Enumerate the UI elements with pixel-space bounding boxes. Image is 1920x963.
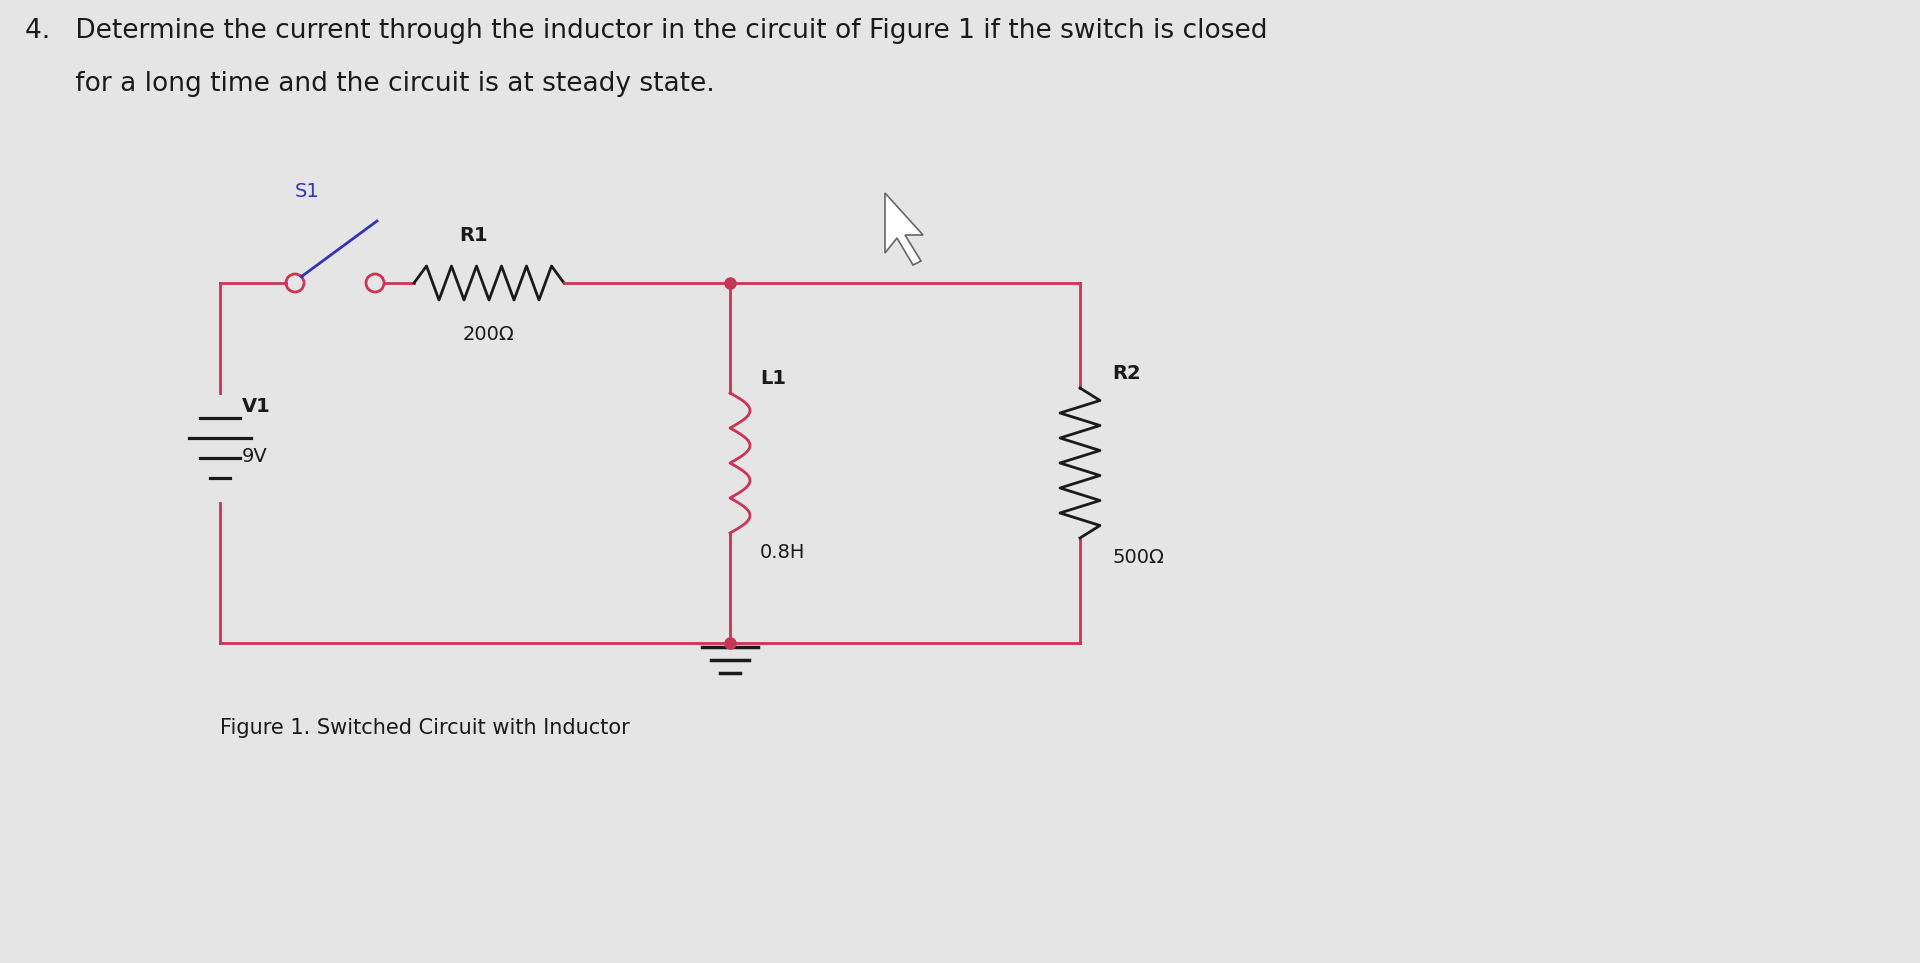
Text: R2: R2 [1112,364,1140,383]
Text: V1: V1 [242,397,271,415]
Polygon shape [885,193,924,265]
Text: Figure 1. Switched Circuit with Inductor: Figure 1. Switched Circuit with Inductor [221,718,630,738]
Text: 0.8H: 0.8H [760,543,804,562]
Text: 500Ω: 500Ω [1112,548,1164,567]
Text: 200Ω: 200Ω [463,325,515,344]
Text: 9V: 9V [242,447,267,465]
Text: L1: L1 [760,369,785,388]
Text: R1: R1 [459,226,488,245]
Text: S1: S1 [294,182,319,201]
Text: for a long time and the circuit is at steady state.: for a long time and the circuit is at st… [25,71,714,97]
Text: 4.   Determine the current through the inductor in the circuit of Figure 1 if th: 4. Determine the current through the ind… [25,18,1267,44]
